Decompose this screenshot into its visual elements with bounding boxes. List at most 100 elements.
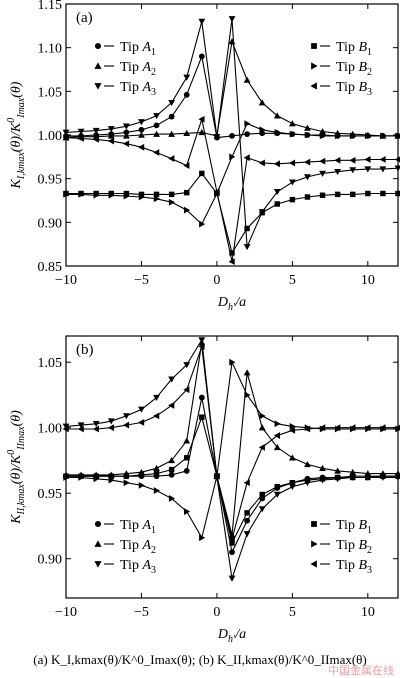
- series-tip-b3-point: [138, 419, 144, 426]
- y-axis-label: KII,kmax(θ)/K0IImax(θ): [6, 410, 27, 525]
- series-tip-b2-point: [124, 479, 130, 486]
- series-tip-a1-point: [169, 472, 175, 478]
- series-tip-a3-point: [138, 407, 145, 413]
- series-tip-a2-point: [244, 77, 251, 83]
- x-tick-label: −10: [55, 605, 77, 620]
- legend-tip-b3-label: Tip B3: [336, 558, 372, 576]
- series-tip-b1-point: [184, 455, 189, 460]
- series-tip-a3-point: [229, 16, 236, 22]
- series-tip-b3-point: [259, 444, 265, 451]
- series-tip-a2-point: [153, 465, 160, 471]
- x-tick-label: 5: [289, 605, 296, 620]
- series-tip-b1-point: [350, 475, 355, 480]
- series-tip-b2-point: [244, 120, 250, 127]
- series-tip-b1-point: [305, 477, 310, 482]
- series-tip-b1-point: [350, 192, 355, 197]
- series-tip-a2-point: [244, 369, 251, 375]
- series-tip-b3-point: [274, 160, 280, 167]
- x-tick-label: 0: [213, 605, 220, 620]
- series-tip-b1-point: [320, 476, 325, 481]
- series-tip-b3-point: [168, 402, 174, 409]
- legend-tip-a2-label: Tip A2: [120, 538, 156, 556]
- series-tip-b3-point: [183, 162, 189, 169]
- series-tip-b1-point: [380, 473, 385, 478]
- series-tip-a1-point: [199, 54, 205, 60]
- y-tick-label: 0.90: [38, 553, 63, 568]
- series-tip-b1-point: [275, 484, 280, 489]
- y-tick-label: 1.05: [38, 356, 63, 371]
- series-tip-b1-point: [365, 191, 370, 196]
- series-tip-a1-point: [184, 468, 190, 474]
- series-tip-b1-point: [169, 467, 174, 472]
- series-tip-b3-point: [380, 156, 386, 163]
- y-tick-label: 0.95: [38, 487, 63, 502]
- legend-tip-a3-marker: [94, 561, 101, 567]
- series-tip-b1-point: [290, 480, 295, 485]
- legend-tip-a1-marker: [95, 43, 101, 49]
- series-tip-a2-point: [289, 120, 296, 126]
- series-tip-b3-point: [93, 426, 99, 433]
- x-tick-label: −5: [134, 605, 149, 620]
- series-tip-a2-point: [183, 437, 190, 443]
- series-tip-b1-point: [380, 191, 385, 196]
- series-tip-a1-point: [244, 131, 250, 137]
- series-tip-a3-point: [198, 19, 205, 25]
- series-tip-b1-point: [335, 475, 340, 480]
- legend-tip-b1-label: Tip B1: [336, 40, 372, 58]
- series-tip-a2-line: [66, 343, 398, 535]
- series-tip-a2-point: [304, 461, 311, 467]
- series-tip-b2-point: [184, 508, 190, 515]
- legend-tip-b2-marker: [311, 540, 317, 547]
- legend-tip-b3-marker: [310, 82, 316, 89]
- series-tip-b1-point: [320, 193, 325, 198]
- series-tip-b3-point: [153, 149, 159, 156]
- series-tip-b1-point: [244, 510, 249, 515]
- series-tip-b3-point: [349, 157, 355, 164]
- series-tip-a2-point: [259, 424, 266, 430]
- series-tip-b2-point: [229, 359, 235, 366]
- panel-label: (a): [76, 10, 93, 26]
- series-tip-b1-point: [244, 226, 249, 231]
- series-tip-b1-point: [305, 194, 310, 199]
- series-tip-b1-point: [154, 471, 159, 476]
- panel-label: (b): [76, 342, 94, 358]
- legend-tip-a1-label: Tip A1: [120, 518, 156, 536]
- series-tip-b2-point: [169, 199, 175, 206]
- y-tick-label: 1.10: [38, 42, 63, 57]
- series-tip-b1-point: [139, 472, 144, 477]
- legend-tip-b2-label: Tip B2: [336, 60, 372, 78]
- series-tip-a3-point: [259, 506, 266, 512]
- series-tip-b3-point: [259, 160, 265, 167]
- series-tip-b3-point: [364, 156, 370, 163]
- series-tip-b1-point: [365, 475, 370, 480]
- series-tip-b3-line: [66, 347, 398, 540]
- series-tip-b3-point: [319, 158, 325, 165]
- legend-tip-b1-marker: [311, 521, 317, 527]
- series-tip-b2-point: [259, 413, 265, 420]
- x-tick-label: 5: [289, 273, 296, 288]
- series-tip-b3-point: [395, 156, 400, 163]
- x-axis-label: Dh′/a: [217, 295, 246, 313]
- legend-tip-b3-label: Tip B3: [336, 80, 372, 98]
- series-tip-b1-point: [395, 473, 400, 478]
- series-tip-b2-line: [66, 362, 398, 538]
- legend-tip-b1-label: Tip B1: [336, 518, 372, 536]
- series-tip-b3-point: [138, 144, 144, 151]
- series-tip-a3-point: [289, 179, 296, 185]
- series-tip-a3-point: [198, 337, 205, 343]
- series-tip-b1-point: [124, 473, 129, 478]
- x-tick-label: −10: [55, 273, 77, 288]
- series-tip-a1-point: [169, 114, 175, 120]
- series-tip-a2-point: [259, 99, 266, 105]
- legend-tip-a3-marker: [94, 83, 101, 89]
- y-tick-label: 1.15: [38, 0, 63, 13]
- y-tick-label: 0.85: [38, 260, 63, 275]
- legend-tip-a3-label: Tip A3: [120, 80, 156, 98]
- series-tip-a2-point: [289, 454, 296, 460]
- series-tip-a3-point: [244, 531, 251, 537]
- series-tip-a3-point: [153, 113, 160, 119]
- series-tip-b2-point: [154, 487, 160, 494]
- series-tip-b1-point: [259, 492, 264, 497]
